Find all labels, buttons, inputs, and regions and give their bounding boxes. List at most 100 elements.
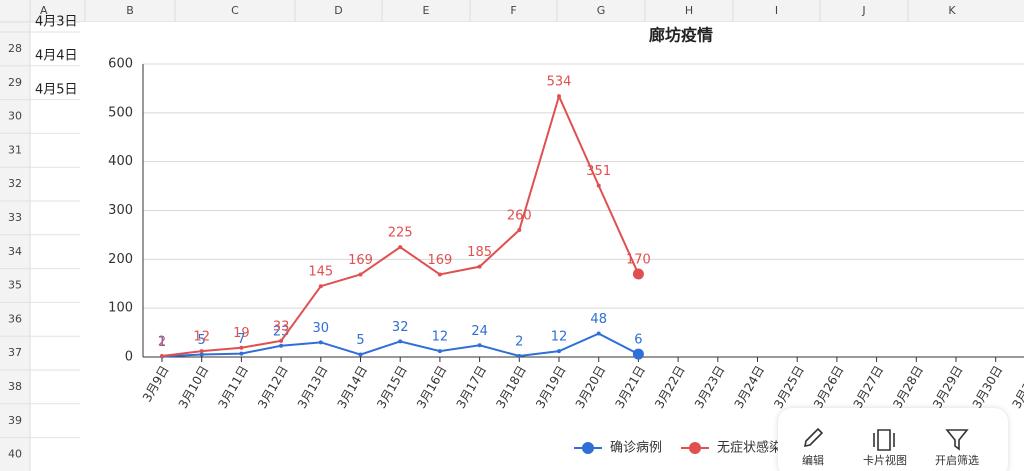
y-tick-label: 200 [108, 252, 133, 267]
data-label: 48 [590, 312, 607, 327]
column-header: K [948, 4, 956, 17]
data-point [437, 272, 442, 277]
data-label: 5 [198, 333, 206, 348]
row-header: 29 [8, 76, 22, 89]
data-label: 145 [308, 265, 333, 280]
data-label: 2 [515, 335, 523, 350]
row-header: 33 [8, 211, 22, 224]
data-label: 169 [427, 253, 452, 268]
row-header: 38 [8, 380, 22, 393]
data-point [596, 331, 601, 336]
data-label: 260 [507, 209, 532, 224]
legend-marker [689, 442, 701, 454]
data-label: 185 [467, 245, 492, 260]
data-point [279, 343, 284, 348]
row-header: 31 [8, 143, 22, 156]
data-point [199, 349, 204, 354]
column-header-bar [0, 0, 1024, 22]
toolbar-icon[interactable] [945, 429, 969, 451]
column-header: J [861, 4, 865, 17]
data-point [517, 228, 522, 233]
toolbar-icon[interactable] [873, 429, 895, 451]
toolbar [778, 408, 1008, 471]
data-label: 12 [193, 330, 210, 345]
toolbar-label[interactable]: 卡片视图 [863, 453, 907, 467]
cell-text: 4月3日 [35, 15, 78, 30]
row-header: 28 [8, 42, 22, 55]
row-header: 34 [8, 245, 22, 258]
data-label: 24 [471, 324, 488, 339]
cell-text: 4月4日 [35, 49, 78, 64]
row-header: 30 [8, 110, 22, 123]
column-header: A [40, 4, 48, 17]
data-point [398, 245, 403, 250]
data-label: 169 [348, 253, 373, 268]
column-header: E [423, 4, 430, 17]
data-label: 7 [237, 332, 245, 347]
row-header: 35 [8, 279, 22, 292]
column-header: H [685, 4, 693, 17]
toolbar-label[interactable]: 编辑 [802, 453, 824, 467]
data-point [160, 354, 164, 359]
data-label: 12 [432, 330, 449, 345]
y-tick-label: 300 [108, 203, 133, 218]
legend-marker [582, 442, 594, 454]
column-header: F [510, 4, 516, 17]
row-header: 37 [8, 346, 22, 359]
data-label: 170 [626, 252, 651, 267]
data-label: 1 [158, 335, 166, 350]
data-point [477, 343, 482, 348]
data-point [632, 268, 644, 280]
chart-title: 廊坊疫情 [649, 26, 713, 45]
data-point [318, 284, 323, 289]
column-header: C [231, 4, 239, 17]
data-point [239, 345, 244, 350]
data-point [557, 349, 561, 354]
data-point [517, 354, 522, 359]
toolbar-icon[interactable] [803, 427, 824, 448]
data-label: 5 [356, 333, 364, 348]
data-label: 12 [551, 330, 568, 345]
cell-text: 4月5日 [35, 83, 78, 98]
legend-label: 无症状感染者 [717, 440, 795, 456]
data-label: 19 [233, 326, 250, 341]
data-point [199, 352, 204, 357]
data-label: 2 [158, 335, 166, 350]
data-label: 225 [388, 226, 413, 241]
data-label: 6 [634, 333, 642, 348]
data-point [239, 351, 244, 356]
toolbar-label[interactable]: 开启筛选 [935, 453, 979, 467]
data-point [596, 183, 601, 188]
y-tick-label: 500 [108, 105, 133, 120]
row-header: 36 [8, 312, 22, 325]
data-label: 30 [313, 321, 330, 336]
y-tick-label: 600 [108, 57, 133, 72]
y-tick-label: 400 [108, 154, 133, 169]
y-tick-label: 100 [108, 301, 133, 316]
column-header: B [126, 4, 134, 17]
data-point [358, 352, 363, 357]
data-label: 33 [273, 319, 290, 334]
row-header: 40 [8, 448, 22, 461]
data-point [437, 349, 442, 354]
chart-area [80, 22, 1024, 471]
data-label: 32 [392, 320, 409, 335]
data-point [477, 264, 482, 269]
data-point [318, 340, 323, 345]
row-header: 39 [8, 414, 22, 427]
data-point [557, 94, 561, 99]
data-point [279, 338, 284, 343]
y-tick-label: 0 [125, 350, 133, 365]
row-header: 32 [8, 177, 22, 190]
data-label: 534 [547, 75, 572, 90]
data-point [398, 339, 403, 344]
row-header-bar [0, 22, 30, 471]
column-header: I [775, 4, 778, 17]
column-header: G [597, 4, 606, 17]
column-header: D [334, 4, 342, 17]
legend-label: 确诊病例 [610, 441, 662, 456]
data-label: 351 [586, 164, 611, 179]
data-point [632, 348, 644, 360]
data-point [358, 272, 363, 277]
